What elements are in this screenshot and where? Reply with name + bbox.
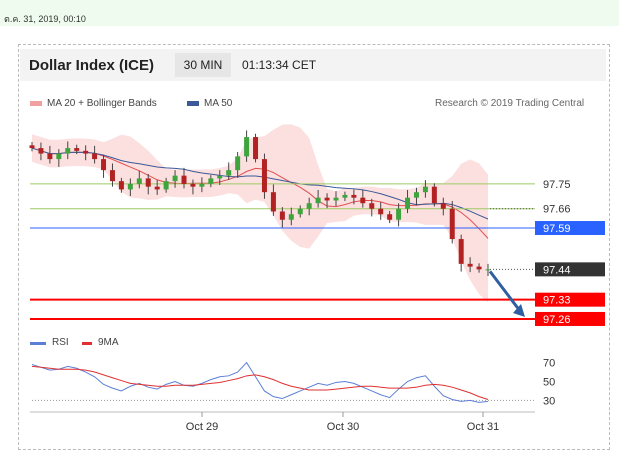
forecast-arrow-shaft <box>488 270 522 312</box>
candle-body <box>476 266 482 270</box>
rsi-tick-50: 50 <box>543 377 555 389</box>
candle-body <box>485 269 491 271</box>
candle-body <box>467 263 473 267</box>
candle-body <box>56 153 62 160</box>
rsi-legend-swatch <box>30 342 46 345</box>
candle-body <box>235 156 241 171</box>
candle-body <box>288 214 294 220</box>
bollinger-band <box>32 124 488 303</box>
candle-body <box>29 145 35 149</box>
candle-body <box>92 153 98 160</box>
candle-body <box>190 183 196 187</box>
rsi-tick-70: 70 <box>543 358 555 370</box>
candle-body <box>145 178 151 187</box>
ma20-legend-swatch <box>30 101 42 106</box>
rsi-legend-label: RSI <box>52 337 69 348</box>
level-tag-97.26 <box>535 311 605 326</box>
forecast-arrow-head <box>513 303 525 317</box>
ma20-line <box>31 147 489 239</box>
candle-body <box>297 208 303 215</box>
candle-body <box>413 192 419 198</box>
level-label-97.59: 97.59 <box>543 223 571 235</box>
level-tag-97.59 <box>535 221 605 236</box>
candle-body <box>369 203 375 209</box>
candle-body <box>378 208 384 215</box>
chart-frame <box>18 44 610 450</box>
candle-body <box>387 214 393 220</box>
candle-body <box>422 186 428 193</box>
rsi-ma-legend-swatch <box>82 342 92 345</box>
ma50-legend-swatch <box>187 101 199 106</box>
candle-body <box>181 175 187 184</box>
chart-header <box>20 49 606 81</box>
candle-body <box>270 192 276 212</box>
rsi-tick-30: 30 <box>543 395 555 407</box>
candle-body <box>405 197 411 209</box>
candle-body <box>333 197 339 201</box>
instrument-title: Dollar Index (ICE) <box>29 57 155 74</box>
candle-body <box>74 148 80 151</box>
ma50-legend-label: MA 50 <box>204 98 233 109</box>
candle-body <box>324 197 330 201</box>
candle-body <box>217 175 223 179</box>
candle-body <box>38 148 44 154</box>
candle-body <box>431 186 437 204</box>
candle-body <box>226 170 232 176</box>
credit-text: Research © 2019 Trading Central <box>435 98 585 109</box>
ma20-legend-label: MA 20 + Bollinger Bands <box>47 98 157 109</box>
candle-body <box>109 170 115 182</box>
x-tick-label: Oct 29 <box>186 421 218 433</box>
rsi-ma-legend-label: 9MA <box>98 337 119 348</box>
candle-body <box>440 203 446 209</box>
rsi-line <box>31 361 489 403</box>
candle-body <box>306 203 312 209</box>
candle-body <box>127 183 133 190</box>
datestamp: ต.ค. 31, 2019, 00:10 <box>4 14 86 24</box>
ma50-line <box>31 147 489 220</box>
candle-body <box>342 194 348 198</box>
candle-body <box>351 194 357 198</box>
candle-body <box>244 137 250 157</box>
date-bar: ต.ค. 31, 2019, 00:10 <box>0 0 619 26</box>
candle-body <box>261 159 267 193</box>
candle-body <box>253 137 259 160</box>
rsi-ma-line <box>31 365 489 400</box>
candle-body <box>208 178 214 184</box>
candle-body <box>136 178 142 184</box>
level-label-97.66: 97.66 <box>543 204 571 216</box>
candle-body <box>172 175 178 182</box>
candle-body <box>65 148 71 154</box>
candle-body <box>279 211 285 220</box>
candle-body <box>449 208 455 240</box>
candle-body <box>154 186 160 190</box>
level-label-97.26: 97.26 <box>543 314 571 326</box>
candle-body <box>101 159 107 171</box>
candle-body <box>360 197 366 204</box>
clock-time: 01:13:34 CET <box>242 58 317 72</box>
candle-body <box>83 150 89 154</box>
candle-body <box>163 181 169 190</box>
level-tag-97.33 <box>535 292 605 307</box>
candle-body <box>458 239 464 264</box>
candle-body <box>47 153 53 160</box>
timeframe-selector[interactable]: 30 MIN <box>175 53 231 77</box>
x-tick-label: Oct 30 <box>327 421 359 433</box>
candle-body <box>315 197 321 204</box>
candle-body <box>396 208 402 220</box>
candle-body <box>118 181 124 190</box>
candle-body <box>199 183 205 187</box>
level-label-97.33: 97.33 <box>543 295 571 307</box>
x-tick-label: Oct 31 <box>467 421 499 433</box>
level-tag-97.44 <box>535 262 605 277</box>
level-label-97.44: 97.44 <box>543 264 571 276</box>
level-label-97.75: 97.75 <box>543 179 571 191</box>
